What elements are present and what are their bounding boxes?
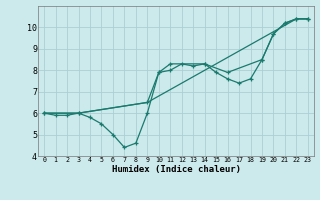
- X-axis label: Humidex (Indice chaleur): Humidex (Indice chaleur): [111, 165, 241, 174]
